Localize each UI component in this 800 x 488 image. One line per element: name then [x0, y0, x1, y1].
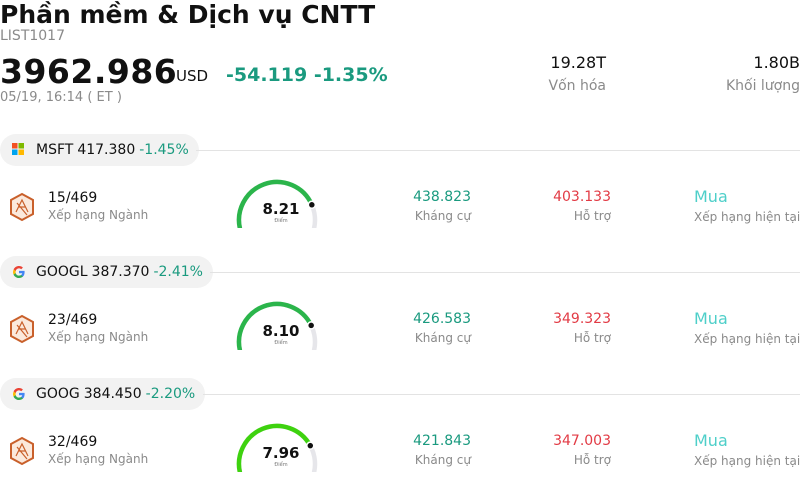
score-gauge [236, 301, 318, 350]
support-value: 347.003 [553, 433, 611, 449]
support-value: 349.323 [553, 311, 611, 327]
score-value: 8.21 [262, 200, 300, 218]
gauge-fill [236, 301, 314, 350]
resistance-label: Kháng cự [414, 453, 471, 467]
divider [196, 150, 800, 151]
stock-row[interactable]: MSFT 417.380 -1.45% 15/469 Xếp hạng Ngàn… [0, 134, 800, 256]
stock-price: 387.370 [91, 264, 150, 280]
score-value: 7.96 [262, 444, 300, 462]
score-label: Điểm [274, 340, 288, 346]
support-label: Hỗ trợ [573, 209, 611, 223]
stock-change: -2.20% [145, 386, 196, 402]
stock-price: 417.380 [77, 142, 136, 158]
gauge-fill [236, 423, 313, 472]
resistance-value: 421.843 [413, 433, 471, 449]
google-logo-icon [12, 265, 26, 279]
support-value: 403.133 [553, 189, 611, 205]
stock-symbol: GOOGL [36, 264, 88, 280]
stock-change: -2.41% [153, 264, 203, 280]
stock-chip[interactable]: GOOGL 387.370 -2.41% [0, 256, 213, 288]
stock-symbol: GOOG [36, 386, 80, 402]
stock-change: -1.45% [139, 142, 189, 158]
stock-price: 384.450 [83, 386, 142, 402]
rating-value: Mua [694, 309, 728, 328]
score-value: 8.10 [262, 322, 300, 340]
stock-row[interactable]: GOOG 384.450 -2.20% 32/469 Xếp hạng Ngàn… [0, 378, 800, 488]
rating-label: Xếp hạng hiện tại [694, 454, 800, 468]
market-cap-value: 19.28T [550, 53, 606, 72]
list-code: LIST1017 [0, 28, 65, 44]
page-title: Phần mềm & Dịch vụ CNTT [0, 0, 376, 29]
volume-stat: 1.80B Khối lượng [726, 53, 800, 94]
resistance-label: Kháng cự [414, 209, 471, 223]
google-logo-icon [12, 387, 26, 401]
stock-chip[interactable]: GOOG 384.450 -2.20% [0, 378, 206, 410]
support-label: Hỗ trợ [573, 331, 611, 345]
index-change: -54.119 -1.35% [226, 64, 388, 86]
currency-label: USD [176, 67, 209, 85]
stock-row[interactable]: GOOGL 387.370 -2.41% 23/469 Xếp hạng Ngà… [0, 256, 800, 378]
stock-symbol: MSFT [36, 142, 74, 158]
industry-rank: 15/469 [48, 190, 98, 206]
rank-badge-icon [10, 192, 34, 222]
volume-label: Khối lượng [725, 78, 800, 94]
rating-label: Xếp hạng hiện tại [694, 210, 800, 224]
rating-value: Mua [694, 187, 728, 206]
resistance-value: 438.823 [413, 189, 471, 205]
divider [210, 272, 800, 273]
rating-label: Xếp hạng hiện tại [694, 332, 800, 346]
support-label: Hỗ trợ [573, 453, 611, 467]
industry-rank-label: Xếp hạng Ngành [48, 330, 149, 344]
resistance-label: Kháng cự [414, 331, 471, 345]
industry-rank: 23/469 [48, 312, 98, 328]
score-label: Điểm [274, 218, 288, 224]
score-gauge [236, 179, 318, 228]
stock-chip[interactable]: MSFT 417.380 -1.45% [0, 134, 199, 166]
divider [203, 394, 800, 395]
gauge-fill [236, 179, 315, 228]
market-cap-stat: 19.28T Vốn hóa [549, 53, 606, 94]
score-gauge [236, 423, 318, 472]
market-cap-label: Vốn hóa [548, 78, 606, 94]
gauge-marker [307, 200, 317, 210]
volume-value: 1.80B [753, 53, 800, 72]
rank-badge-icon [10, 436, 34, 466]
resistance-value: 426.583 [413, 311, 471, 327]
index-price: 3962.986 [0, 52, 178, 91]
score-label: Điểm [274, 462, 288, 468]
industry-rank-label: Xếp hạng Ngành [48, 452, 149, 466]
microsoft-logo-icon [12, 143, 26, 157]
gauge-marker [306, 321, 316, 330]
rank-badge-icon [10, 314, 34, 344]
rating-value: Mua [694, 431, 728, 450]
gauge-marker [306, 441, 315, 450]
industry-rank-label: Xếp hạng Ngành [48, 208, 149, 222]
industry-rank: 32/469 [48, 434, 98, 450]
timestamp: 05/19, 16:14 ( ET ) [0, 90, 122, 105]
